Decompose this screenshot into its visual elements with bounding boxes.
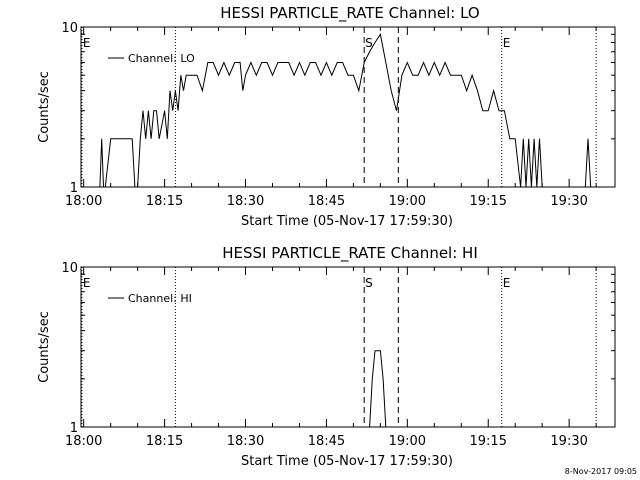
chart-panel-hi: HESSI PARTICLE_RATE Channel: HI E S E 18:0… [37, 244, 616, 469]
legend-label: Channel: LO [128, 52, 195, 65]
x-axis-label: Start Time (05-Nov-17 17:59:30) [241, 214, 453, 229]
chart-title: HESSI PARTICLE_RATE Channel: HI [222, 244, 478, 263]
x-tick-label: 18:45 [308, 434, 345, 449]
chart-title: HESSI PARTICLE_RATE Channel: LO [220, 4, 479, 23]
chart-panel-lo: HESSI PARTICLE_RATE Channel: LO E S E 18:0… [37, 4, 616, 229]
x-axis-label: Start Time (05-Nov-17 17:59:30) [241, 454, 453, 469]
x-tick-label: 19:30 [550, 434, 587, 449]
x-tick-label: 19:30 [550, 194, 587, 209]
plot-frame [80, 26, 616, 188]
axis-ticks: 18:00 18:15 18:30 18:45 19:00 19:15 19:30 1 10 [61, 261, 615, 449]
legend-label: Channel: HI [128, 292, 192, 305]
series-lines [369, 350, 387, 428]
x-tick-label: 19:15 [470, 194, 507, 209]
x-tick-label: 19:15 [470, 434, 507, 449]
x-tick-label: 18:45 [308, 194, 345, 209]
y-axis-label: Counts/sec [37, 71, 52, 143]
y-tick-label: 10 [61, 261, 78, 276]
x-tick-label: 19:00 [389, 194, 426, 209]
x-tick-label: 18:30 [227, 434, 264, 449]
axis-ticks: 18:00 18:15 18:30 18:45 19:00 19:15 19:30 1 10 [61, 21, 615, 209]
x-tick-label: 18:30 [227, 194, 264, 209]
x-tick-label: 19:00 [389, 434, 426, 449]
x-tick-label: 18:15 [146, 194, 183, 209]
x-tick-label: 18:00 [65, 194, 102, 209]
series-line [99, 32, 592, 188]
x-tick-label: 18:00 [65, 434, 102, 449]
marker-label: E [83, 276, 91, 290]
marker-label: S [365, 36, 373, 50]
series-line [369, 350, 387, 428]
plot-frame [80, 266, 616, 428]
y-axis-label: Counts/sec [37, 311, 52, 383]
y-tick-label: 10 [61, 21, 78, 36]
footer-timestamp: 8-Nov-2017 09:05 [565, 467, 637, 476]
series-lines [99, 32, 592, 188]
marker-lines [81, 27, 597, 187]
y-tick-label: 1 [70, 421, 78, 436]
marker-label: E [503, 276, 511, 290]
x-tick-label: 18:15 [146, 434, 183, 449]
y-tick-label: 1 [70, 181, 78, 196]
marker-lines [81, 267, 597, 427]
marker-label: S [365, 276, 373, 290]
marker-label: E [83, 36, 91, 50]
marker-label: E [503, 36, 511, 50]
